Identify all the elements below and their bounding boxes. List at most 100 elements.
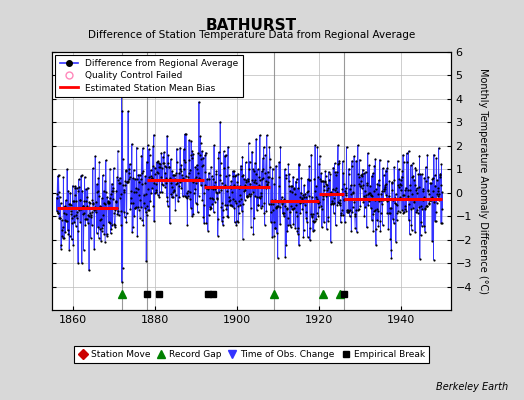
Point — [330, 195, 338, 201]
Point — [176, 166, 184, 172]
Point — [150, 164, 159, 171]
Point — [393, 202, 401, 208]
Point — [422, 203, 431, 209]
Point — [240, 176, 248, 182]
Point — [102, 157, 110, 164]
Point — [399, 191, 407, 198]
Point — [262, 208, 270, 214]
Point — [90, 206, 98, 213]
Point — [78, 260, 86, 267]
Point — [70, 192, 79, 198]
Point — [58, 226, 66, 233]
Point — [283, 214, 292, 221]
Point — [390, 164, 398, 170]
Point — [232, 200, 240, 206]
Point — [434, 192, 442, 199]
Point — [171, 192, 180, 198]
Point — [370, 197, 379, 203]
Point — [401, 184, 410, 191]
Point — [323, 182, 331, 188]
Point — [385, 210, 393, 216]
Point — [130, 212, 138, 219]
Point — [250, 168, 258, 174]
Point — [344, 170, 353, 177]
Point — [382, 180, 390, 187]
Point — [315, 204, 324, 210]
Point — [220, 148, 228, 154]
Point — [162, 194, 171, 200]
Point — [67, 211, 75, 218]
Point — [355, 181, 364, 188]
Point — [299, 199, 307, 206]
Point — [106, 166, 114, 172]
Point — [415, 203, 423, 210]
Point — [336, 200, 344, 206]
Point — [299, 191, 307, 198]
Point — [141, 173, 149, 180]
Point — [402, 150, 411, 157]
Point — [295, 242, 303, 248]
Point — [143, 203, 151, 210]
Point — [375, 182, 383, 188]
Point — [255, 174, 264, 180]
Point — [388, 186, 397, 193]
Point — [244, 178, 253, 184]
Point — [110, 210, 118, 216]
Point — [420, 174, 429, 181]
Point — [225, 172, 233, 178]
Point — [400, 191, 408, 198]
Point — [193, 209, 202, 216]
Point — [86, 205, 94, 211]
Point — [419, 194, 428, 200]
Point — [396, 194, 404, 201]
Point — [209, 175, 217, 182]
Point — [312, 210, 321, 216]
Point — [421, 228, 429, 235]
Point — [248, 188, 257, 195]
Point — [319, 196, 327, 202]
Point — [239, 188, 248, 194]
Point — [407, 222, 416, 228]
Point — [358, 166, 367, 173]
Point — [174, 198, 182, 204]
Point — [60, 204, 68, 210]
Point — [383, 210, 391, 216]
Point — [75, 206, 83, 213]
Point — [175, 170, 183, 176]
Point — [242, 177, 250, 183]
Point — [405, 217, 413, 224]
Point — [160, 162, 169, 169]
Point — [141, 191, 150, 197]
Point — [277, 197, 285, 203]
Point — [52, 194, 61, 201]
Point — [357, 185, 366, 191]
Point — [332, 189, 341, 196]
Point — [278, 201, 286, 207]
Point — [107, 226, 115, 232]
Point — [230, 168, 238, 174]
Point — [266, 155, 274, 162]
Point — [183, 188, 192, 194]
Point — [196, 140, 205, 146]
Point — [243, 194, 251, 200]
Point — [296, 194, 304, 200]
Point — [79, 203, 87, 210]
Point — [291, 178, 300, 185]
Point — [120, 186, 128, 193]
Point — [265, 144, 274, 150]
Point — [425, 201, 433, 208]
Point — [172, 170, 181, 176]
Point — [276, 221, 285, 228]
Point — [192, 174, 200, 181]
Point — [423, 202, 431, 209]
Point — [252, 136, 260, 142]
Point — [114, 148, 122, 154]
Point — [267, 200, 276, 207]
Point — [179, 193, 187, 200]
Point — [431, 218, 439, 224]
Point — [234, 170, 242, 177]
Point — [75, 184, 84, 190]
Point — [373, 206, 381, 212]
Point — [382, 191, 390, 198]
Point — [192, 166, 201, 172]
